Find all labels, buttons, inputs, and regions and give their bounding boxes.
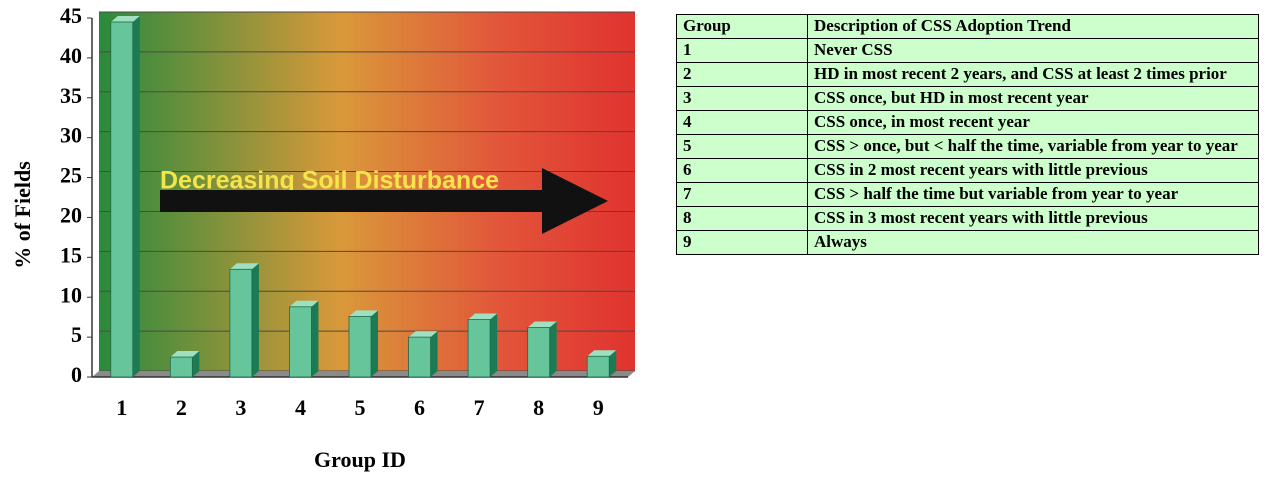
x-tick-label: 3: [235, 395, 246, 420]
table-cell: 6: [676, 158, 808, 183]
y-tick-label: 35: [60, 83, 82, 108]
chart: % of Fields Group ID Decreasing Soil Dis…: [10, 3, 635, 472]
table-row: 2 HD in most recent 2 years, and CSS at l…: [676, 62, 1259, 87]
bar: [169, 356, 193, 378]
table-cell: 4: [676, 110, 808, 135]
bar: [348, 315, 372, 378]
bar-top: [349, 310, 378, 317]
table-cell: CSS > half the time but variable from ye…: [807, 182, 1259, 207]
x-tick-label: 5: [355, 395, 366, 420]
bar: [408, 336, 431, 378]
bar: [229, 268, 253, 378]
bar-side: [549, 321, 557, 377]
bar: [467, 319, 491, 378]
x-tick-label: 8: [533, 395, 544, 420]
y-tick-label: 15: [60, 242, 82, 267]
bar-top: [587, 350, 617, 357]
table: Group Description of CSS Adoption Trend 1 N…: [676, 14, 1259, 255]
table-cell: CSS > once, but < half the time, variabl…: [807, 134, 1259, 159]
table-cell: Description of CSS Adoption Trend: [807, 14, 1259, 39]
bar-top: [289, 300, 319, 307]
x-tick-label: 4: [295, 395, 306, 420]
x-tick-label: 9: [593, 395, 604, 420]
table-cell: CSS in 2 most recent years with little p…: [807, 158, 1259, 183]
table-cell: 5: [676, 134, 808, 159]
table-row: 4 CSS once, in most recent year: [676, 110, 1259, 135]
bar-side: [132, 15, 140, 377]
bar-top: [468, 313, 498, 320]
table-cell: CSS in 3 most recent years with little p…: [807, 206, 1259, 231]
bar: [586, 355, 610, 378]
x-tick-label: 6: [414, 395, 425, 420]
bar-side: [251, 263, 259, 377]
table-cell: 2: [676, 62, 808, 87]
table-row: Group Description of CSS Adoption Trend: [676, 14, 1259, 39]
x-axis-label: Group ID: [314, 447, 406, 472]
bar-side: [192, 351, 200, 377]
x-tick-label: 7: [474, 395, 485, 420]
y-tick-label: 0: [71, 362, 82, 387]
table-cell: CSS once, in most recent year: [807, 110, 1259, 135]
table-row: 9 Always: [676, 230, 1259, 255]
bar-side: [371, 310, 378, 377]
y-tick-label: 40: [60, 43, 82, 68]
table-cell: 7: [676, 182, 808, 207]
bar-side: [430, 331, 438, 377]
annotation: Decreasing Soil Disturbance: [160, 167, 499, 195]
y-tick-label: 25: [60, 163, 82, 188]
arrow: [160, 168, 608, 234]
bar: [110, 21, 134, 378]
y-tick-label: 45: [60, 3, 82, 28]
table-row: 7 CSS > half the time but variable from y…: [676, 182, 1259, 207]
bar: [527, 327, 551, 378]
bar-side: [490, 313, 498, 377]
table-row: 1 Never CSS: [676, 38, 1259, 63]
y-tick-label: 20: [60, 202, 82, 227]
y-tick-label: 5: [71, 322, 82, 347]
table-cell: 8: [676, 206, 808, 231]
bar-top: [170, 351, 200, 358]
x-tick-label: 1: [116, 395, 127, 420]
y-tick-label: 30: [60, 123, 82, 148]
x-tick-label: 2: [176, 395, 187, 420]
bar-side: [609, 350, 617, 377]
bar-top: [229, 263, 259, 270]
table-cell: CSS once, but HD in most recent year: [807, 86, 1259, 111]
table-cell: HD in most recent 2 years, and CSS at le…: [807, 62, 1259, 87]
table-cell: 3: [676, 86, 808, 111]
table-row: 8 CSS in 3 most recent years with little …: [676, 206, 1259, 231]
table-cell: 1: [676, 38, 808, 63]
bar-top: [408, 331, 438, 338]
table-cell: Never CSS: [807, 38, 1259, 63]
table-row: 3 CSS once, but HD in most recent year: [676, 86, 1259, 111]
y-tick-label: 10: [60, 282, 82, 307]
table-cell: 9: [676, 230, 808, 255]
y-axis-label: % of Fields: [10, 161, 35, 269]
table-cell: Always: [807, 230, 1259, 255]
bar-top: [110, 15, 140, 22]
table-cell: Group: [676, 14, 808, 39]
bar: [289, 306, 312, 378]
bar-top: [527, 321, 557, 328]
bar-side: [311, 300, 319, 377]
table-row: 5 CSS > once, but < half the time, variab…: [676, 134, 1259, 159]
table-row: 6 CSS in 2 most recent years with little …: [676, 158, 1259, 183]
